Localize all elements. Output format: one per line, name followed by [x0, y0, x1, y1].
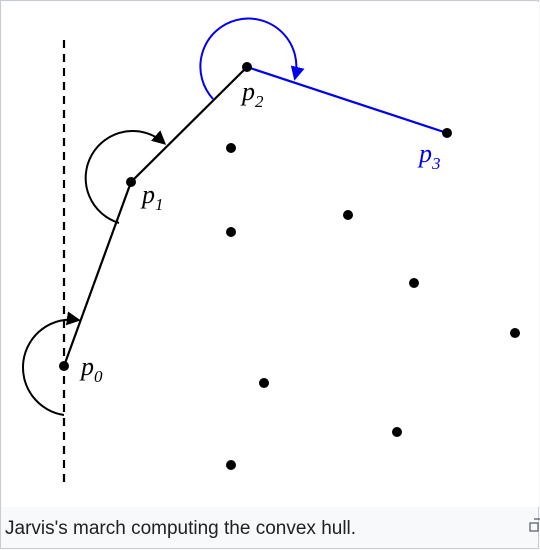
hull-edge-p1-p2 [130, 66, 248, 183]
label-p0-letter: p [79, 352, 94, 381]
scatter-point [226, 460, 236, 470]
label-p2-letter: p [240, 77, 255, 106]
label-p1-letter: p [140, 180, 155, 209]
label-p3: p3 [417, 139, 441, 173]
scatter-point [510, 328, 520, 338]
scatter-point [409, 278, 419, 288]
label-p2-subscript: 2 [255, 92, 264, 111]
magnify-clip-icon[interactable] [529, 518, 540, 532]
label-p3-subscript: 3 [431, 154, 441, 173]
label-p3-letter: p [417, 139, 432, 168]
scatter-point [259, 378, 269, 388]
label-p2: p2 [240, 77, 264, 111]
point-p0 [59, 361, 69, 371]
jarvis-march-diagram: p0 p1 p2 p3 [22, 17, 520, 482]
label-p0-subscript: 0 [94, 367, 103, 386]
label-p1-subscript: 1 [155, 195, 164, 214]
scatter-point [392, 427, 402, 437]
figure-caption: Jarvis's march computing the convex hull… [5, 518, 357, 539]
scatter-point [226, 227, 236, 237]
hull-edge-p0-p1 [62, 181, 133, 367]
scatter-point [343, 210, 353, 220]
hull-edge-p2-p3 [246, 65, 448, 135]
label-p1: p1 [140, 180, 164, 214]
label-p0: p0 [79, 352, 103, 386]
point-p2 [242, 62, 252, 72]
point-p1 [126, 177, 136, 187]
angle-arc-p0 [22, 311, 81, 416]
diagram-image[interactable]: p0 p1 p2 p3 [2, 2, 539, 507]
scatter-point [226, 143, 236, 153]
angle-arc-p1 [84, 130, 167, 224]
angle-arc-p2 [199, 17, 305, 100]
point-p3 [442, 128, 452, 138]
